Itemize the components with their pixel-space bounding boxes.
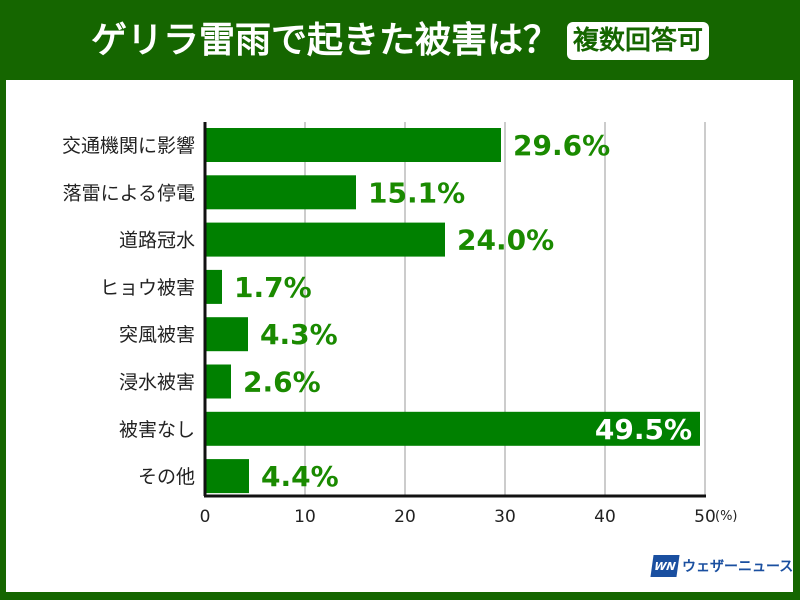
data-label: 4.3% (260, 318, 338, 351)
bar (205, 269, 222, 304)
bar (205, 222, 445, 257)
chart-panel (6, 80, 793, 592)
bar (205, 317, 248, 352)
category-label: 被害なし (119, 419, 195, 441)
bar (205, 364, 231, 399)
bar (205, 459, 249, 494)
x-tick-label: 10 (294, 507, 316, 527)
category-label: その他 (138, 466, 195, 488)
bar (205, 175, 356, 210)
data-label: 29.6% (513, 129, 610, 162)
category-label: 道路冠水 (119, 230, 195, 252)
bar (205, 128, 501, 162)
x-tick-label: 0 (200, 507, 211, 527)
chart-title: ゲリラ雷雨で起きた被害は？ 複数回答可 (0, 12, 800, 69)
data-label: 2.6% (243, 366, 321, 399)
multiple-answer-badge: 複数回答可 (567, 22, 710, 60)
x-tick-label: 40 (594, 507, 616, 527)
weathernews-logo: WN ウェザーニュース (650, 555, 794, 577)
x-unit-label: (%) (715, 509, 738, 524)
category-label: 突風被害 (119, 324, 195, 346)
category-label: ヒョウ被害 (100, 277, 195, 299)
data-label: 1.7% (234, 271, 312, 304)
data-label: 49.5% (595, 413, 692, 446)
category-label: 浸水被害 (119, 372, 195, 394)
data-label: 24.0% (457, 224, 554, 257)
logo-mark: WN (650, 555, 680, 577)
category-label: 落雷による停電 (63, 182, 195, 204)
x-tick-label: 50 (694, 507, 716, 527)
x-tick-label: 30 (494, 507, 516, 527)
bar (205, 411, 700, 446)
data-label: 15.1% (368, 176, 465, 209)
category-label: 交通機関に影響 (62, 135, 195, 157)
logo-text: ウェザーニュース (682, 559, 794, 575)
title-text: ゲリラ雷雨で起きた被害は？ (90, 20, 559, 61)
data-label: 4.4% (261, 460, 339, 493)
x-tick-label: 20 (394, 507, 416, 527)
